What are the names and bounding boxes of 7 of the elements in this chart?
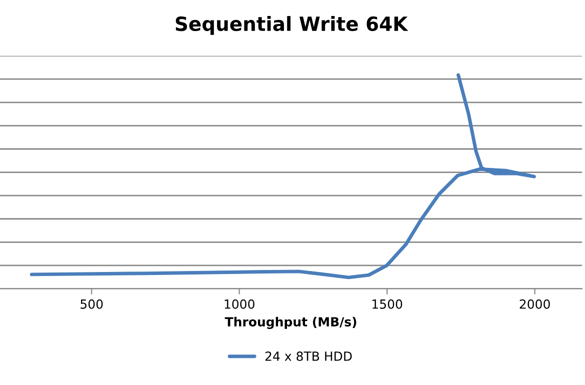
x-tick-label: 500 — [80, 299, 103, 309]
x-axis-title: Throughput (MB/s) — [224, 316, 356, 330]
x-tick-label: 1500 — [372, 299, 402, 309]
chart-title: Sequential Write 64K — [176, 16, 408, 35]
x-tick-label: 2000 — [520, 299, 550, 309]
x-tick-label: 1000 — [224, 299, 254, 309]
legend-label: 24 x 8TB HDD — [265, 351, 352, 361]
